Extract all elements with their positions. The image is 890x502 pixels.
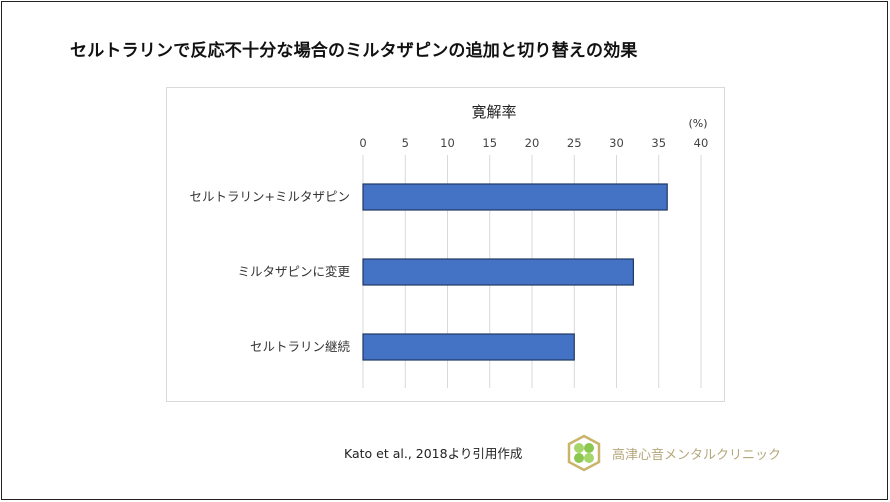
slide-title: セルトラリンで反応不十分な場合のミルタザピンの追加と切り替えの効果 [70, 41, 638, 61]
source-citation: Kato et al., 2018より引用作成 [344, 446, 523, 461]
bar [362, 258, 634, 286]
tick-label: 15 [482, 136, 497, 150]
tick-label: 20 [525, 136, 540, 150]
tick-label: 40 [694, 136, 709, 150]
bar [362, 333, 575, 361]
category-label: セルトラリン+ミルタザピン [190, 189, 350, 204]
chart-area [166, 87, 725, 402]
unit-label: (%) [688, 117, 707, 130]
chart-title: 寛解率 [471, 103, 516, 121]
clinic-name: 高津心音メンタルクリニック [612, 448, 782, 463]
clinic-logo-icon [567, 434, 601, 472]
tick-label: 10 [440, 136, 455, 150]
tick-label: 30 [609, 136, 624, 150]
category-label: ミルタザピンに変更 [237, 264, 350, 279]
category-label: セルトラリン継続 [250, 339, 351, 354]
tick-label: 35 [651, 136, 666, 150]
tick-label: 5 [402, 136, 409, 150]
bar [362, 183, 668, 211]
tick-label: 0 [359, 136, 366, 150]
tick-label: 25 [567, 136, 582, 150]
